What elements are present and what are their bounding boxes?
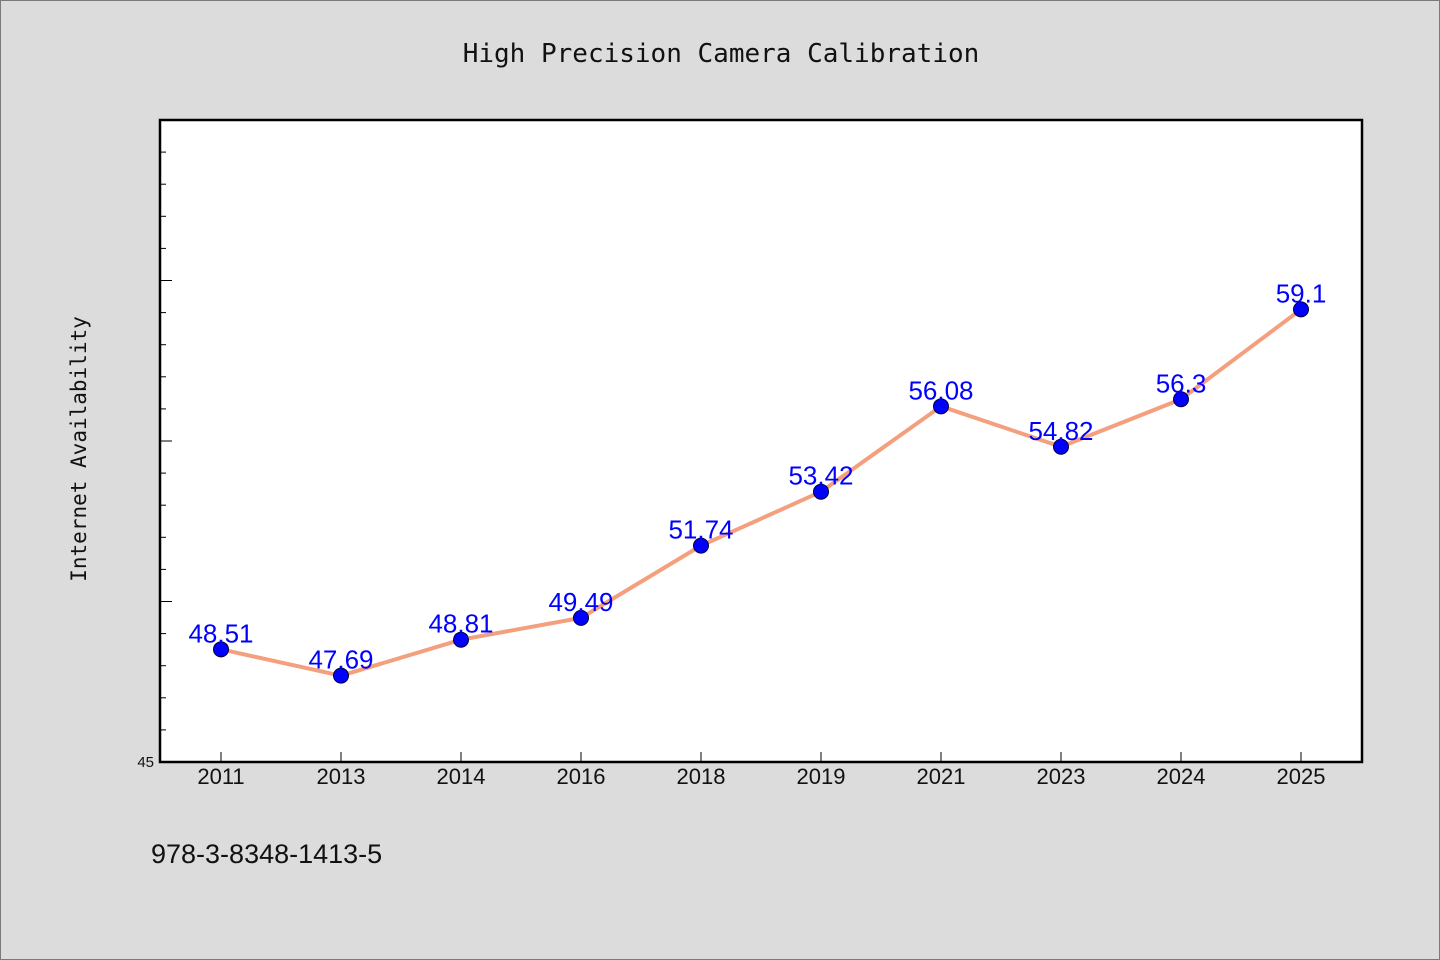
x-tick-label: 2021 (917, 764, 966, 789)
data-point (333, 667, 349, 684)
data-point (933, 398, 949, 415)
plot-area (158, 118, 1364, 764)
y-axis-ticks: 45 (137, 119, 172, 771)
x-tick-label: 2023 (1037, 764, 1086, 789)
y-tick-label: 45 (137, 754, 154, 771)
data-label: 54.82 (1028, 416, 1093, 446)
data-label: 53.42 (788, 461, 853, 491)
y-axis-label: Internet Availability (67, 316, 91, 582)
data-label: 48.51 (188, 618, 253, 648)
data-point (693, 537, 709, 554)
series-layer (213, 301, 1309, 684)
data-point (1293, 301, 1309, 318)
x-tick-label: 2024 (1157, 764, 1206, 789)
data-label: 56.08 (908, 375, 973, 405)
x-tick-label: 2025 (1277, 764, 1326, 789)
data-point (813, 483, 829, 500)
x-tick-label: 2018 (677, 764, 726, 789)
x-tick-label: 2011 (197, 764, 244, 789)
data-label: 51.74 (668, 515, 733, 545)
data-label: 47.69 (308, 645, 373, 675)
data-point (213, 641, 229, 658)
x-tick-label: 2013 (317, 764, 366, 789)
data-point (573, 609, 589, 626)
isbn-text: 978-3-8348-1413-5 (151, 839, 382, 869)
x-tick-label: 2014 (437, 764, 486, 789)
data-label: 59.1 (1276, 278, 1327, 308)
data-label: 48.81 (428, 609, 493, 639)
data-label: 56.3 (1156, 368, 1207, 398)
x-tick-label: 2016 (557, 764, 606, 789)
data-point (1053, 438, 1069, 455)
x-tick-label: 2019 (797, 764, 846, 789)
data-point (1173, 391, 1189, 408)
series-line (219, 307, 1303, 678)
chart-title: High Precision Camera Calibration (463, 39, 980, 69)
data-labels-layer: 48.51 47.69 48.81 49.49 51.74 53.42 56.08 54.82… (188, 278, 1326, 674)
x-axis-ticks: 2011 2013 2014 2016 2018 2019 2021 2023 2024 2025 (197, 752, 1325, 789)
data-label: 49.49 (548, 587, 613, 617)
data-point (453, 631, 469, 648)
